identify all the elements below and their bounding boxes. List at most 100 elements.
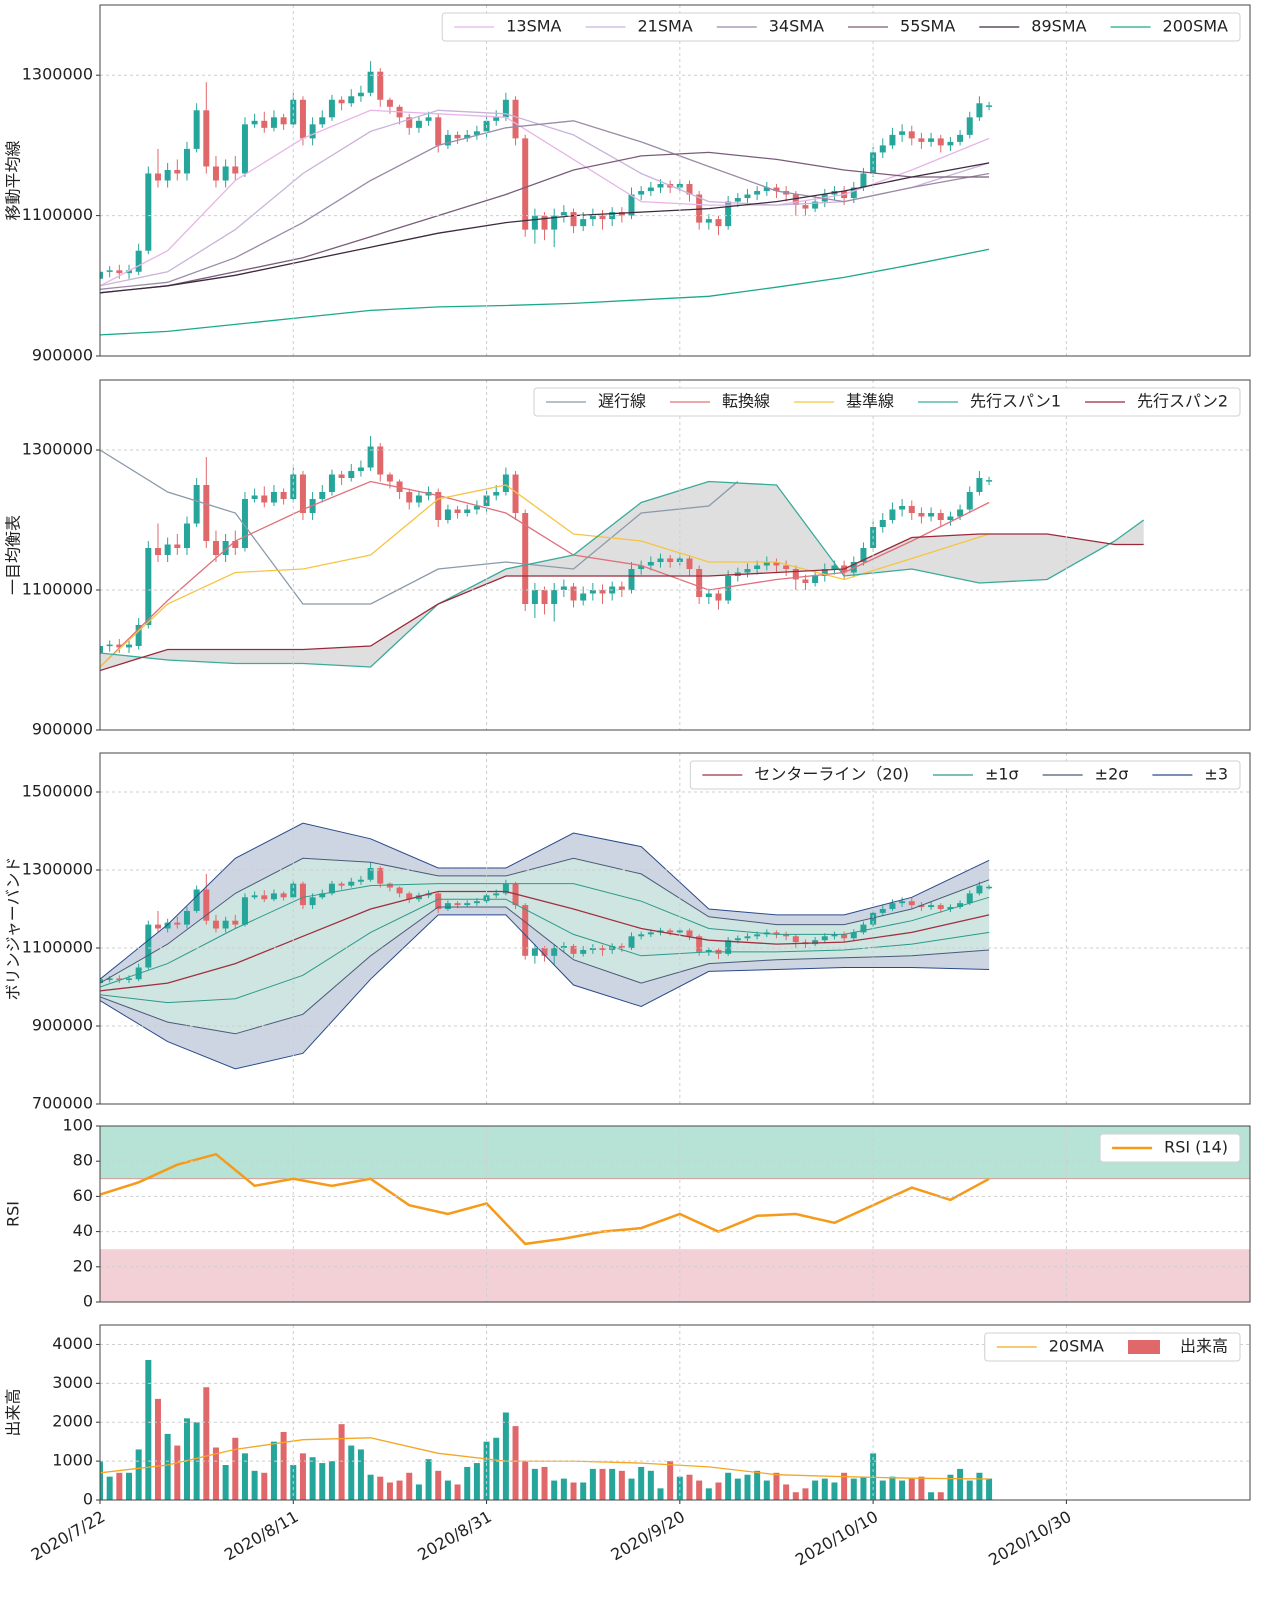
candle-body [512,99,519,139]
candle-body [406,117,413,128]
volume-bar [116,1472,123,1500]
volume-bar [889,1476,896,1500]
candle-body [367,446,374,468]
candle-body [531,590,538,604]
x-tick-label: 2020/10/30 [985,1507,1074,1570]
candle-body [367,71,374,93]
candle-body [377,71,384,100]
candle-body [947,141,954,146]
candle-body [976,103,983,118]
candle-body [889,509,896,520]
volume-bar [435,1470,442,1500]
plot-content [100,61,993,336]
legend-label: 出来高 [1180,1337,1228,1356]
y-tick-label: 0 [83,1292,93,1311]
candle-body [821,936,828,941]
legend-label: 34SMA [769,17,824,36]
y-tick-label: 100 [62,1116,93,1135]
candle-body [870,912,877,925]
volume-bar [183,1418,190,1500]
volume-bar [667,1461,674,1500]
candle-body [860,548,867,562]
candle-body [135,250,142,272]
candle-body [522,513,529,604]
candle-body [628,569,635,590]
candle-body [792,194,799,206]
legend-label: 遅行線 [598,392,646,411]
candle-body [338,474,345,478]
candle-body [406,893,413,900]
candle-body [812,940,819,945]
candle-body [831,934,838,937]
candle-body [821,569,828,576]
candle-body [763,562,770,566]
candle-body [812,576,819,583]
candle-body [100,979,103,984]
candle-body [686,930,693,937]
candle-body [319,492,326,499]
band-lower [100,906,990,1035]
series-line [100,533,1144,672]
candle-body [357,467,364,471]
series-line [100,449,739,605]
candle-body [812,201,819,209]
candle-body [657,184,664,188]
candle-body [493,492,500,496]
plot-frame [99,4,1251,357]
candle-body [290,99,297,125]
y-tick-label: 1100000 [22,938,93,957]
candle-body [415,895,422,900]
candle-body [406,492,413,503]
candle-body [966,117,973,135]
candle-body [551,590,558,604]
candle-body [560,946,567,948]
candle-body [551,948,558,956]
candle-body [164,922,171,929]
legend: RSI (14) [1099,1133,1241,1163]
candle-body [580,949,587,954]
candle-body [270,117,277,128]
candle-body [580,593,587,601]
volume-bar [135,1449,142,1500]
volume-bar [821,1478,828,1500]
candle-body [850,932,857,939]
series-line [100,120,990,290]
candle-body [125,644,132,648]
volume-bar [783,1484,790,1500]
volume-bar [415,1484,422,1500]
candle-body [937,905,944,909]
candle-body [106,978,113,980]
candle-body [918,905,925,908]
candle-body [212,920,219,929]
x-tick-label: 2020/8/11 [221,1507,302,1564]
candle-body [270,492,277,503]
candle-body [599,948,606,950]
candle-body [783,934,790,937]
candle-body [705,593,712,597]
volume-bar [444,1480,451,1500]
legend-box [984,1332,1241,1362]
volume-bar [850,1478,857,1500]
candle-body [454,509,461,513]
band-fill [100,858,990,1034]
candle-body [241,897,248,925]
volume-bar [928,1492,935,1500]
candle-body [783,565,790,569]
series-line [100,484,990,668]
candle-body [125,978,132,980]
candle-body [309,897,316,906]
candle-body [386,474,393,482]
x-tick-label: 2020/8/31 [414,1507,495,1564]
y-tick-label: 1500000 [22,782,93,801]
volume-bar [174,1445,181,1500]
candle-body [222,920,229,929]
volume-bar [918,1476,925,1500]
legend: 13SMA 21SMA 34SMA 55SMA 89SMA 200SMA [441,12,1241,42]
volume-bar [976,1472,983,1500]
candle-body [183,910,190,925]
y-tick-label: 1300000 [22,860,93,879]
legend-box [441,12,1241,42]
y-tick-label: 80 [73,1151,93,1170]
volume-bar [589,1468,596,1500]
candle-body [957,903,964,908]
